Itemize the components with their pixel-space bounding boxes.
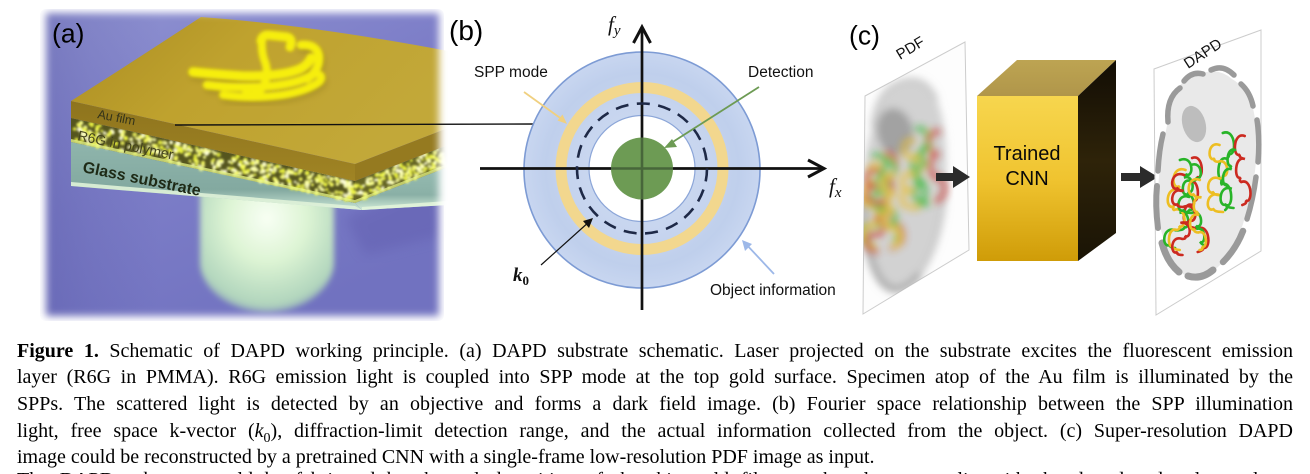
svg-text:SPP mode: SPP mode <box>474 64 548 81</box>
svg-text:Detection: Detection <box>748 64 813 81</box>
svg-text:fx: fx <box>829 174 842 201</box>
svg-text:PDF: PDF <box>893 33 927 63</box>
svg-text:fy: fy <box>608 12 621 39</box>
svg-text:k0: k0 <box>513 265 529 288</box>
svg-text:(b): (b) <box>449 15 483 46</box>
svg-text:Trained: Trained <box>993 143 1060 165</box>
svg-text:CNN: CNN <box>1005 168 1048 190</box>
svg-text:(c): (c) <box>849 21 880 51</box>
svg-text:(a): (a) <box>52 19 84 49</box>
svg-text:Object information: Object information <box>710 282 836 299</box>
